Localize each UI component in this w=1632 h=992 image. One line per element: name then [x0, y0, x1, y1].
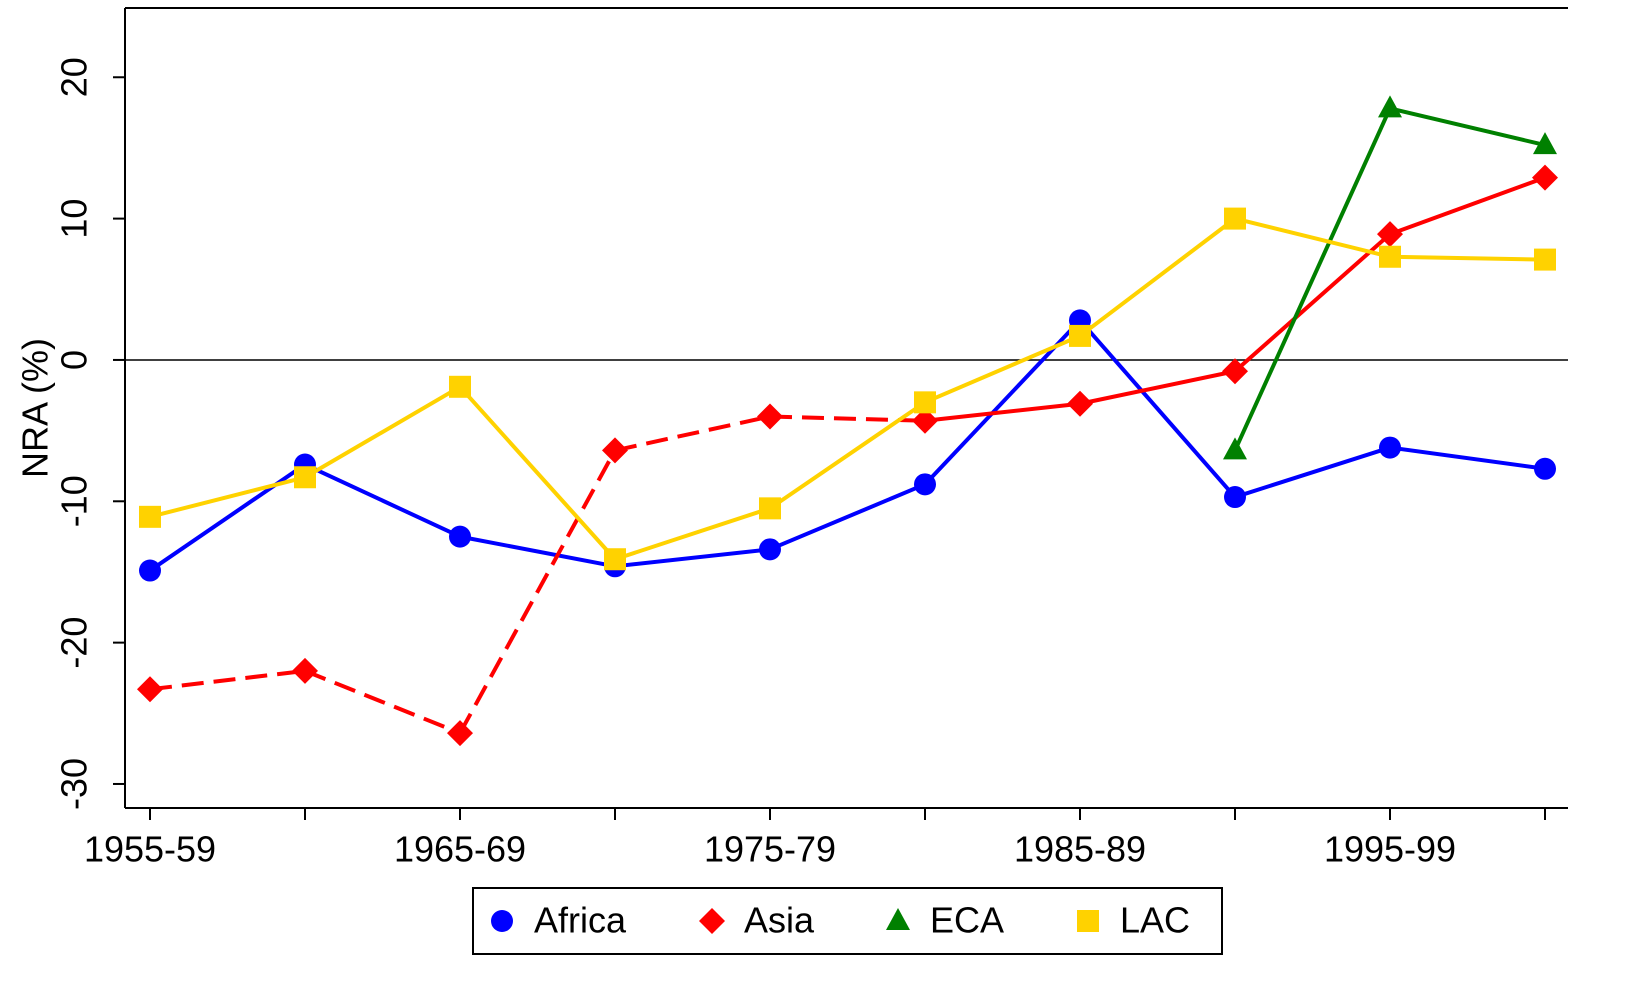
line-segment — [304, 669, 461, 735]
point — [449, 375, 471, 398]
line-segment — [924, 401, 1081, 423]
y-tick-label: -30 — [54, 758, 95, 810]
x-tick-label: 1965-69 — [394, 829, 526, 870]
line-segment — [768, 400, 927, 511]
point — [1534, 457, 1556, 480]
point — [1379, 245, 1401, 268]
y-tick-label: 0 — [54, 350, 95, 370]
line-segment — [149, 475, 306, 519]
point — [491, 910, 513, 932]
x-tick-label: 1985-89 — [1014, 829, 1146, 870]
x-tick-label: 1995-99 — [1324, 829, 1456, 870]
point — [1224, 486, 1246, 509]
point — [914, 473, 936, 496]
line-segment — [1079, 369, 1236, 406]
point — [139, 505, 161, 528]
legend-label: Africa — [534, 900, 627, 941]
line-segment — [614, 414, 771, 453]
line-segment — [1078, 217, 1237, 338]
line-segment — [1078, 319, 1237, 499]
line-segment — [303, 385, 462, 479]
point — [294, 466, 316, 489]
legend-label: LAC — [1120, 900, 1190, 941]
line-segment — [459, 534, 616, 569]
legend-item: Asia — [699, 900, 815, 941]
line-segment — [1234, 445, 1391, 499]
point — [292, 657, 318, 684]
point — [886, 908, 910, 930]
legend-item: LAC — [1077, 900, 1190, 941]
point — [757, 403, 783, 430]
y-tick-label: 10 — [54, 199, 95, 239]
y-tick-label: -20 — [54, 617, 95, 669]
point — [912, 407, 938, 434]
y-axis-label: NRA (%) — [15, 338, 56, 478]
point — [914, 391, 936, 414]
line-segment — [1234, 216, 1391, 259]
line-segment — [1233, 107, 1392, 452]
y-tick-label: 20 — [54, 57, 95, 97]
line-segment — [924, 334, 1081, 405]
point — [1379, 436, 1401, 459]
y-tick-label: -10 — [54, 475, 95, 527]
line-segment — [614, 506, 771, 562]
point — [1077, 910, 1099, 932]
x-tick-label: 1955-59 — [84, 829, 216, 870]
point — [699, 908, 725, 934]
legend-label: ECA — [930, 900, 1004, 941]
point — [139, 559, 161, 582]
point — [447, 720, 473, 747]
line-segment — [149, 668, 306, 692]
line-segment — [458, 449, 617, 735]
line-segment — [1389, 175, 1546, 237]
legend-item: ECA — [886, 900, 1004, 941]
point — [1067, 390, 1093, 417]
legend-item: Africa — [491, 900, 627, 941]
point — [1378, 95, 1402, 118]
point — [759, 538, 781, 561]
line-segment — [1389, 254, 1546, 262]
point — [1533, 132, 1557, 155]
line-segment — [769, 482, 926, 552]
legend-label: Asia — [744, 900, 815, 941]
line-segment — [1233, 232, 1392, 373]
line-segment — [458, 385, 617, 561]
point — [1532, 164, 1558, 191]
point — [759, 497, 781, 520]
line-segment — [304, 462, 461, 539]
point — [1222, 358, 1248, 385]
point — [602, 437, 628, 464]
line-segment — [148, 462, 307, 573]
x-tick-label: 1975-79 — [704, 829, 836, 870]
point — [1223, 437, 1247, 460]
line-segment — [614, 547, 771, 569]
point — [137, 676, 163, 703]
point — [1534, 248, 1556, 271]
point — [1069, 324, 1091, 347]
line-segment — [1389, 445, 1546, 471]
point — [1377, 221, 1403, 248]
point — [1224, 207, 1246, 230]
point — [604, 548, 626, 571]
point — [449, 525, 471, 548]
line-segment — [1389, 106, 1546, 148]
